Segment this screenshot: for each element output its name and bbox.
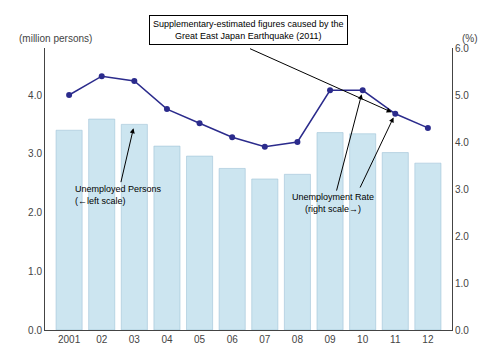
svg-text:(million persons): (million persons) [19, 33, 92, 44]
svg-text:(%): (%) [462, 33, 478, 44]
svg-text:6.0: 6.0 [455, 43, 469, 54]
svg-text:2.0: 2.0 [455, 231, 469, 242]
svg-text:2.0: 2.0 [28, 207, 42, 218]
svg-text:2001: 2001 [58, 334, 81, 345]
svg-text:05: 05 [194, 334, 206, 345]
svg-text:1.0: 1.0 [455, 278, 469, 289]
svg-text:0.0: 0.0 [455, 325, 469, 336]
svg-text:0.0: 0.0 [28, 325, 42, 336]
svg-text:3.0: 3.0 [28, 148, 42, 159]
svg-text:Unemployed Persons(←left scale: Unemployed Persons(←left scale) [75, 184, 162, 206]
svg-text:4.0: 4.0 [28, 90, 42, 101]
svg-text:5.0: 5.0 [455, 90, 469, 101]
svg-text:Unemployment Rate(right scale→: Unemployment Rate(right scale→) [292, 192, 374, 214]
svg-text:03: 03 [129, 334, 141, 345]
svg-text:11: 11 [390, 334, 401, 345]
svg-text:07: 07 [259, 334, 271, 345]
svg-text:3.0: 3.0 [455, 184, 469, 195]
svg-text:12: 12 [422, 334, 434, 345]
svg-text:09: 09 [324, 334, 336, 345]
svg-text:04: 04 [161, 334, 173, 345]
svg-text:10: 10 [357, 334, 369, 345]
svg-text:1.0: 1.0 [28, 266, 42, 277]
svg-text:08: 08 [292, 334, 304, 345]
svg-text:06: 06 [227, 334, 239, 345]
svg-text:02: 02 [96, 334, 108, 345]
svg-text:Supplementary-estimated figure: Supplementary-estimated figures caused b… [153, 19, 344, 41]
svg-text:4.0: 4.0 [455, 137, 469, 148]
